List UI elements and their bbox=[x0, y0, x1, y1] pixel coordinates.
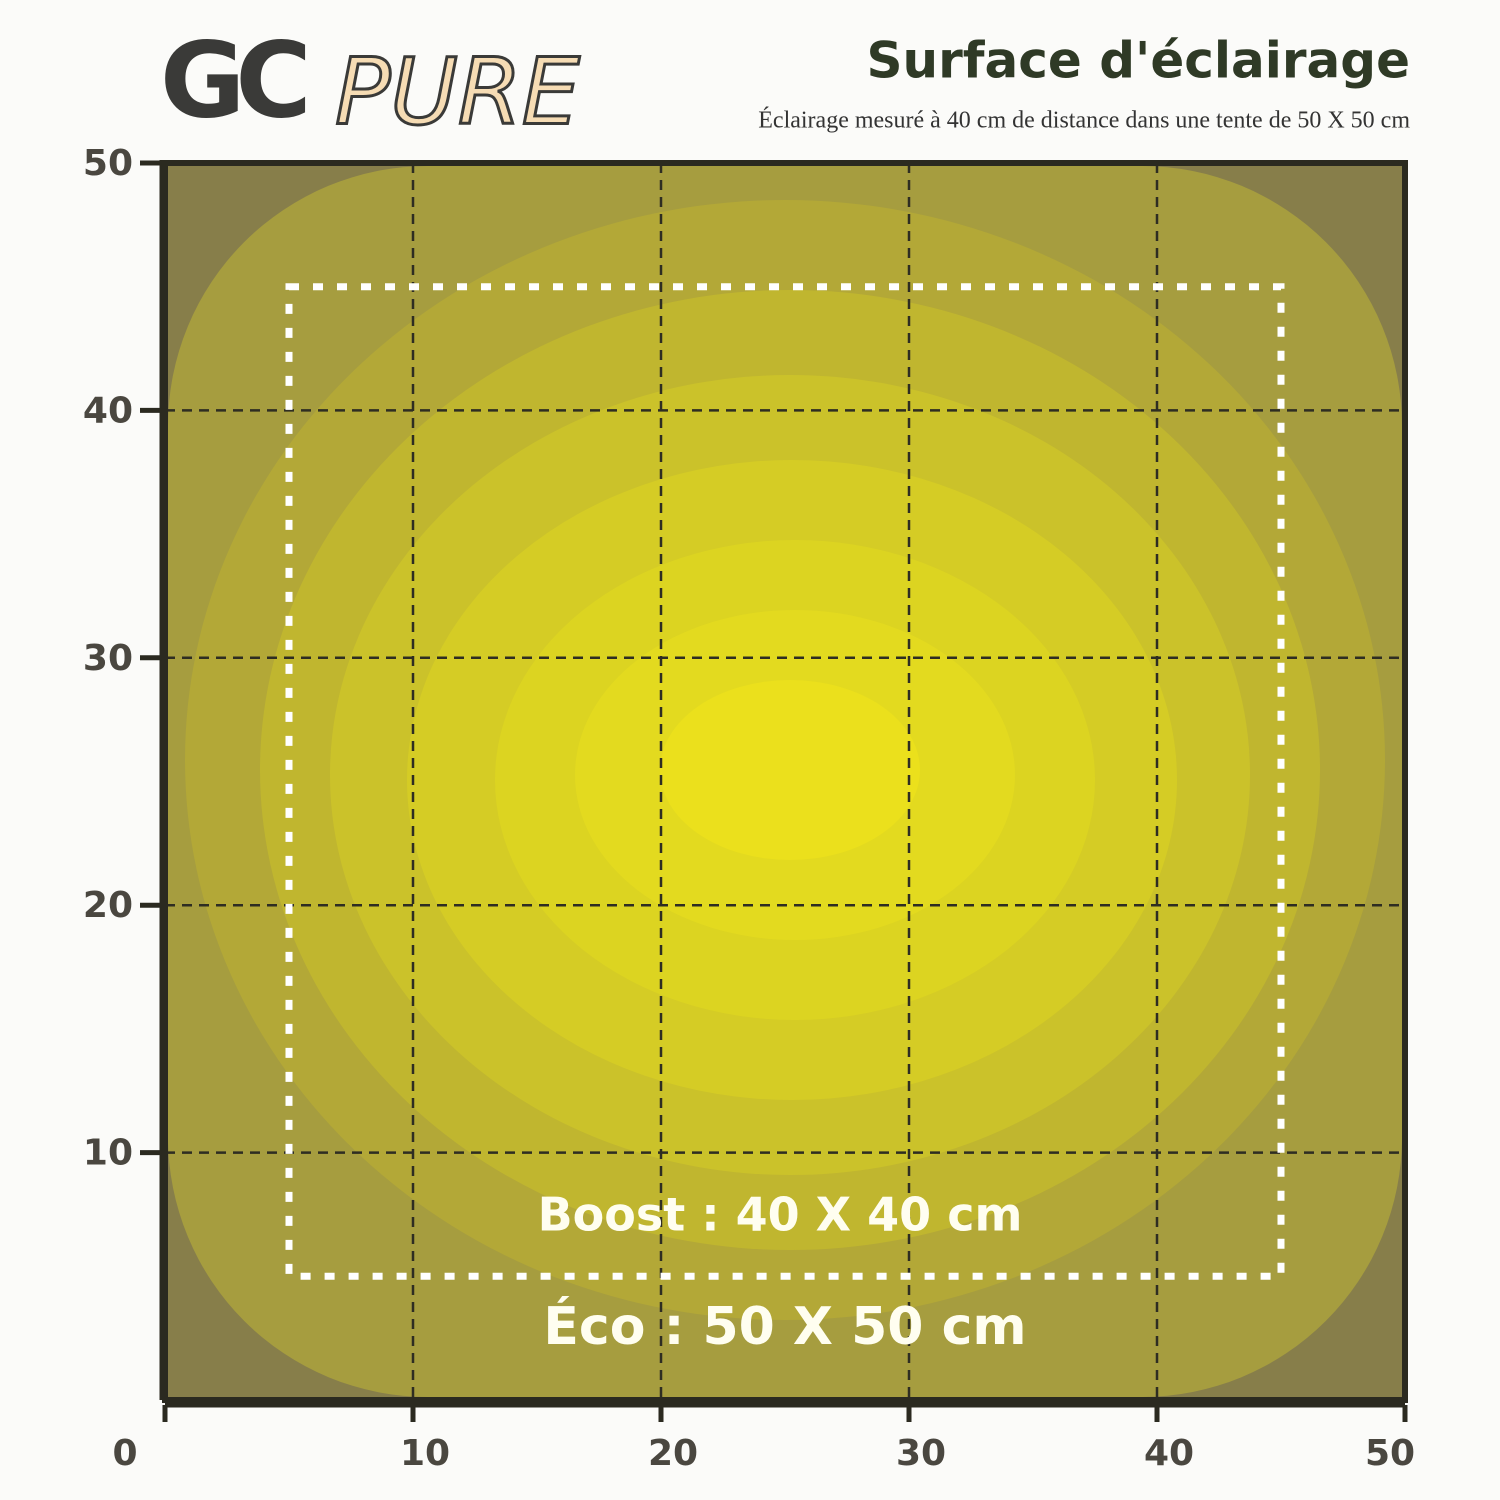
chart-subtitle: Éclairage mesuré à 40 cm de distance dan… bbox=[758, 108, 1410, 134]
x-tick-label: 20 bbox=[648, 1433, 698, 1474]
x-tick-label: 10 bbox=[400, 1433, 450, 1474]
plot-border bbox=[162, 160, 1408, 1403]
y-tick-label: 20 bbox=[83, 885, 133, 926]
region bbox=[285, 283, 1285, 1280]
x-tick-label: 40 bbox=[1144, 1433, 1194, 1474]
x-tick-label: 50 bbox=[1365, 1433, 1415, 1474]
x-tick-label: 0 bbox=[112, 1433, 137, 1474]
y-tick-label: 30 bbox=[83, 638, 133, 679]
logo-text: PURE bbox=[335, 38, 580, 145]
plot-area bbox=[165, 163, 1405, 1400]
y-tick-label: 50 bbox=[83, 143, 133, 184]
chart-title: Surface d'éclairage bbox=[867, 32, 1410, 90]
x-tick-label: 30 bbox=[896, 1433, 946, 1474]
y-tick-label: 40 bbox=[83, 390, 133, 431]
annotation: Éco : 50 X 50 cm bbox=[543, 1296, 1026, 1357]
y-tick-label: 10 bbox=[83, 1133, 133, 1174]
light-zone bbox=[660, 680, 920, 860]
region-label: Boost : 40 X 40 cm bbox=[538, 1188, 1023, 1242]
logo-mark: GC bbox=[160, 19, 305, 141]
